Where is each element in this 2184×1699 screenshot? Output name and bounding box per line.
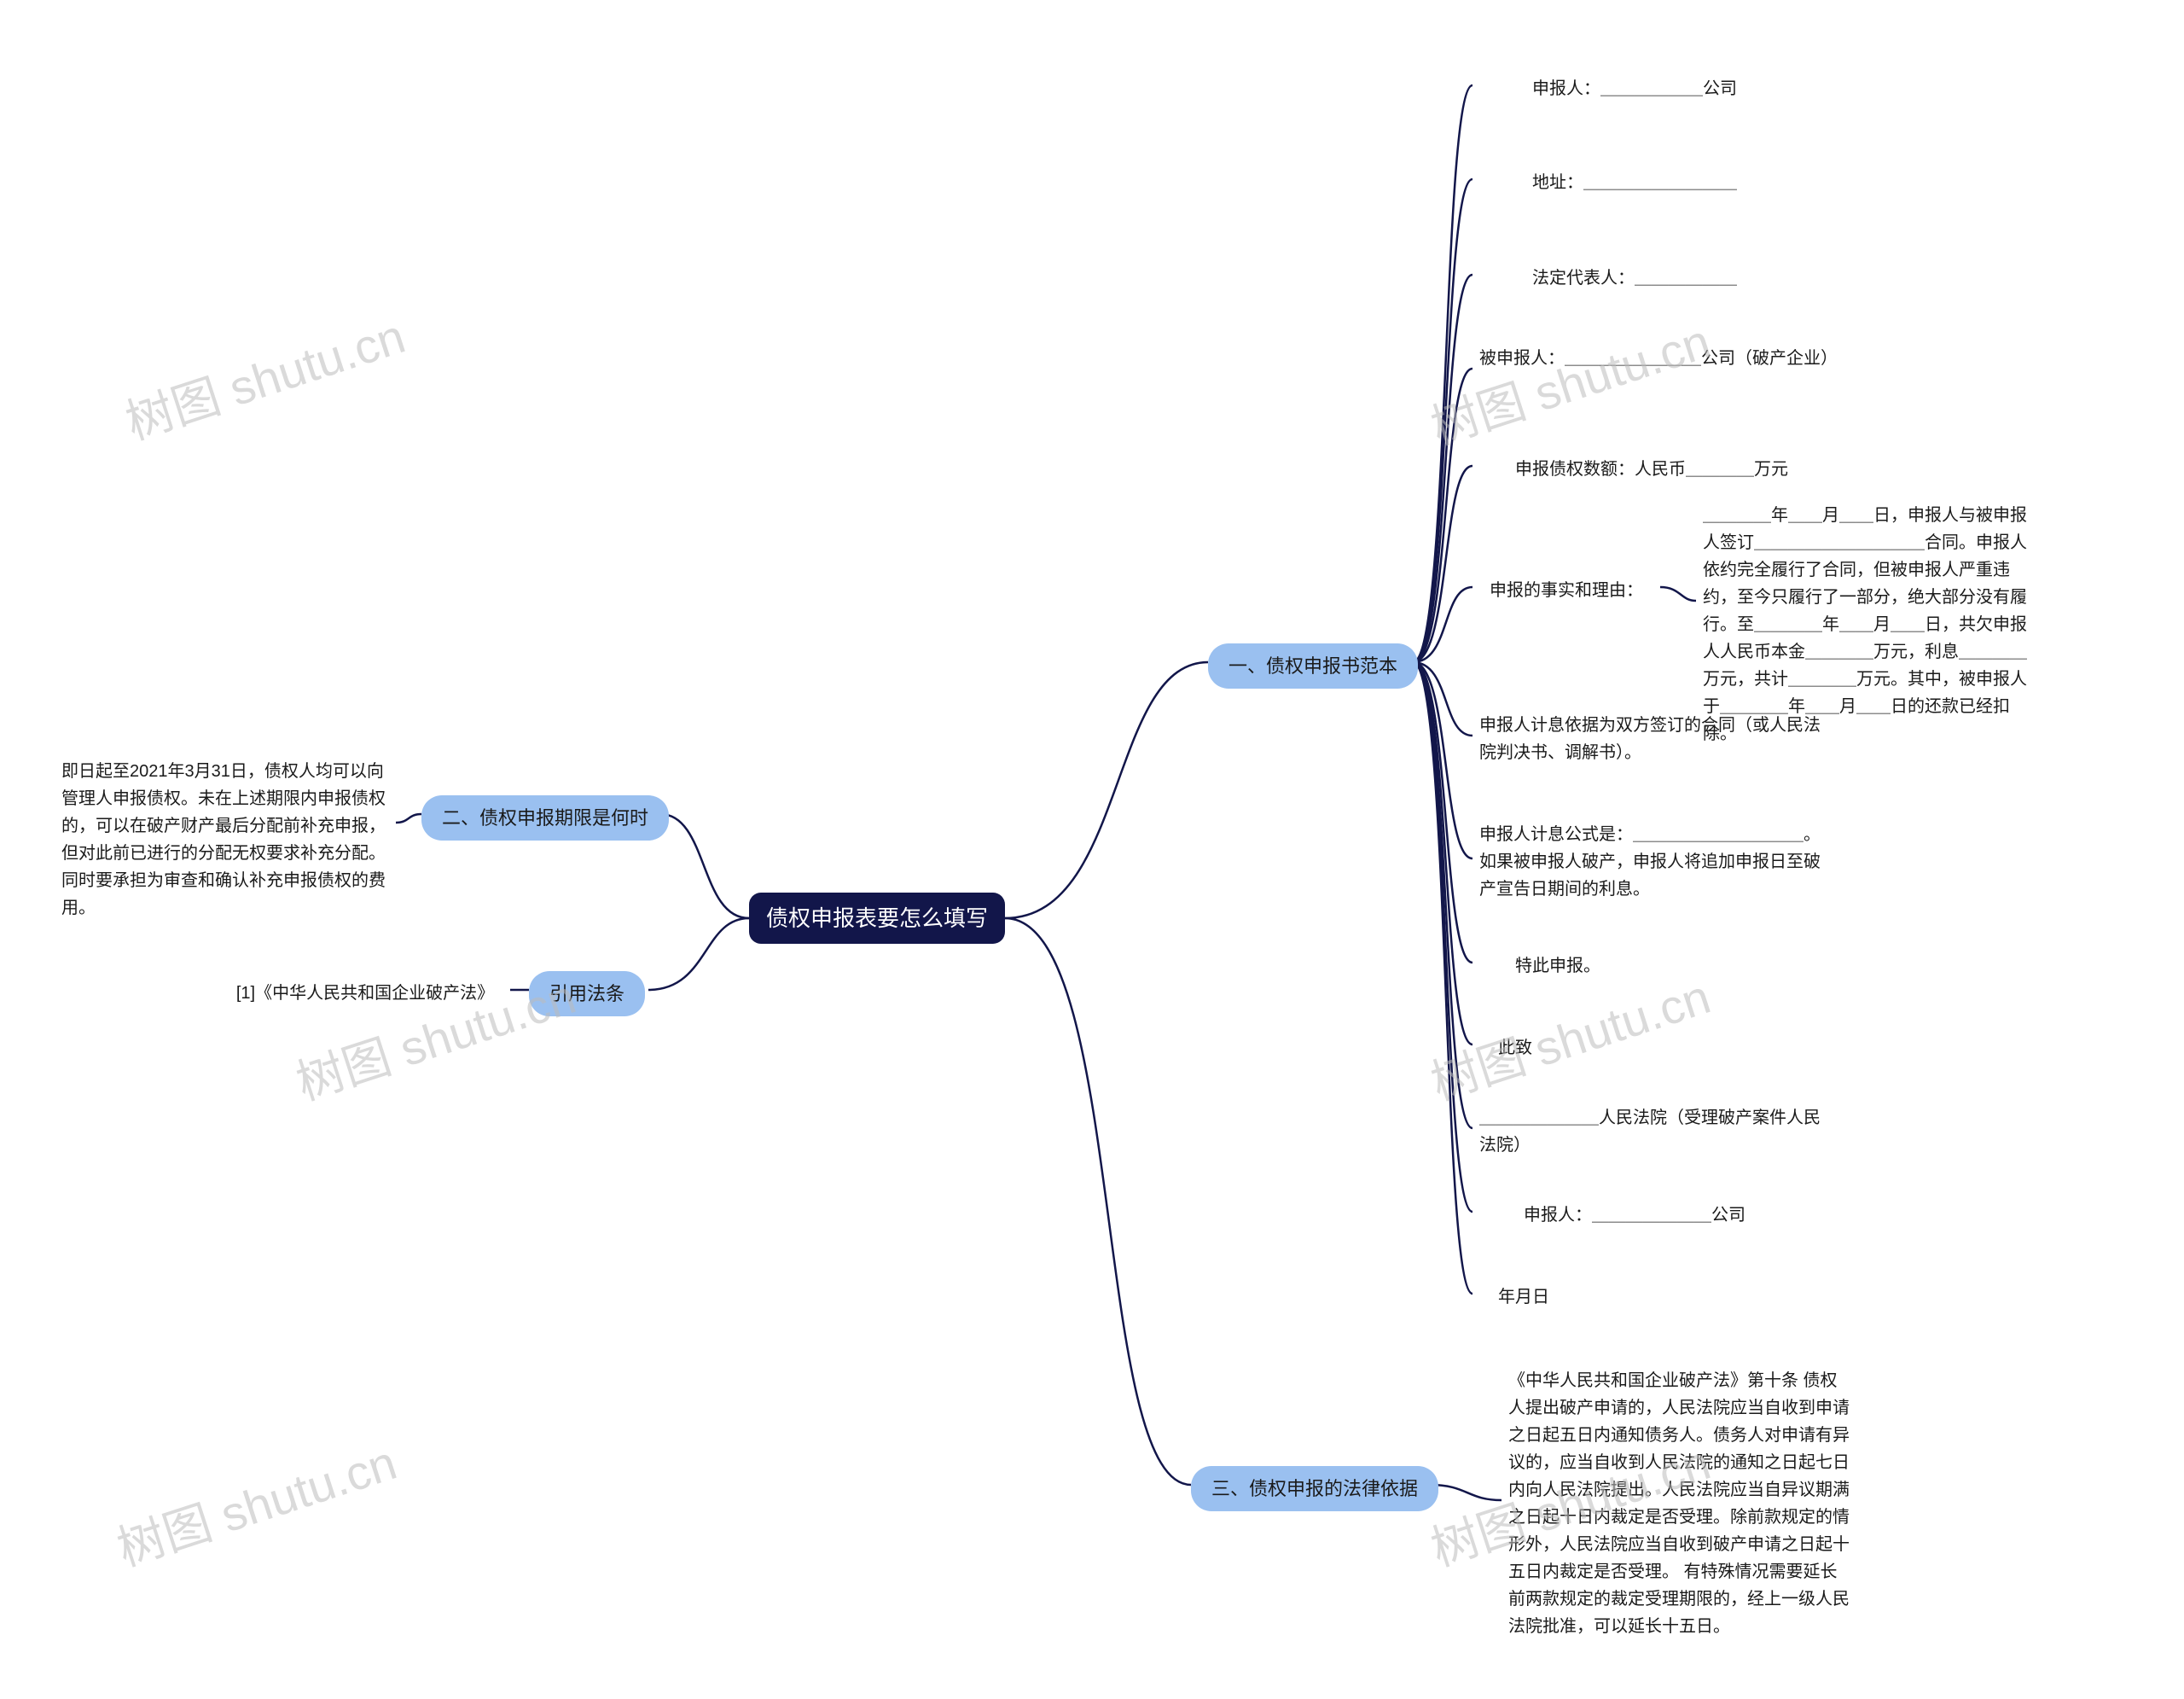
leaf-b1l7: 申报人计息依据为双方签订的合同（或人民法院判决书、调解书）。 <box>1472 708 1831 770</box>
leaf-b1l5: 申报债权数额：人民币＿＿＿＿万元 <box>1472 452 1831 486</box>
leaf-b1l13: 年月日 <box>1472 1280 1575 1314</box>
branch-legal[interactable]: 三、债权申报的法律依据 <box>1191 1466 1438 1511</box>
mindmap-canvas: 债权申报表要怎么填写 一、债权申报书范本 申报人：＿＿＿＿＿＿公司 地址：＿＿＿… <box>0 0 2184 1699</box>
watermark: 树图 shutu.cn <box>1421 304 1718 459</box>
watermark: 树图 shutu.cn <box>107 1425 404 1580</box>
watermark: 树图 shutu.cn <box>116 299 413 454</box>
leaf-b1l2: 地址：＿＿＿＿＿＿＿＿＿ <box>1472 166 1797 200</box>
leaf-b1l10: 此致 <box>1472 1031 1558 1065</box>
branch-citation[interactable]: 引用法条 <box>529 971 645 1016</box>
leaf-b1l6: 申报的事实和理由： <box>1472 573 1660 608</box>
leaf-b1l1: 申报人：＿＿＿＿＿＿公司 <box>1472 72 1797 106</box>
leaf-b1l12: 申报人：＿＿＿＿＿＿＿公司 <box>1472 1198 1797 1232</box>
leaf-b1l3: 法定代表人：＿＿＿＿＿＿ <box>1472 261 1797 295</box>
root-node[interactable]: 债权申报表要怎么填写 <box>749 893 1005 944</box>
leaf-b4l1: [1]《中华人民共和国企业破产法》 <box>220 976 510 1010</box>
leaf-b3l1: 《中华人民共和国企业破产法》第十条 债权人提出破产申请的，人民法院应当自收到申请… <box>1502 1364 1860 1644</box>
leaf-b1l11: ＿＿＿＿＿＿＿人民法院（受理破产案件人民法院） <box>1472 1101 1831 1162</box>
leaf-b1l4: 被申报人：＿＿＿＿＿＿＿＿公司（破产企业） <box>1472 341 1839 375</box>
leaf-b2l1: 即日起至2021年3月31日，债权人均可以向管理人申报债权。未在上述期限内申报债… <box>55 754 396 925</box>
leaf-b1l9: 特此申报。 <box>1472 949 1643 983</box>
branch-template[interactable]: 一、债权申报书范本 <box>1208 643 1418 689</box>
branch-deadline[interactable]: 二、债权申报期限是何时 <box>421 795 669 841</box>
leaf-b1l8: 申报人计息公式是：＿＿＿＿＿＿＿＿＿＿。如果被申报人破产，申报人将追加申报日至破… <box>1472 817 1831 906</box>
